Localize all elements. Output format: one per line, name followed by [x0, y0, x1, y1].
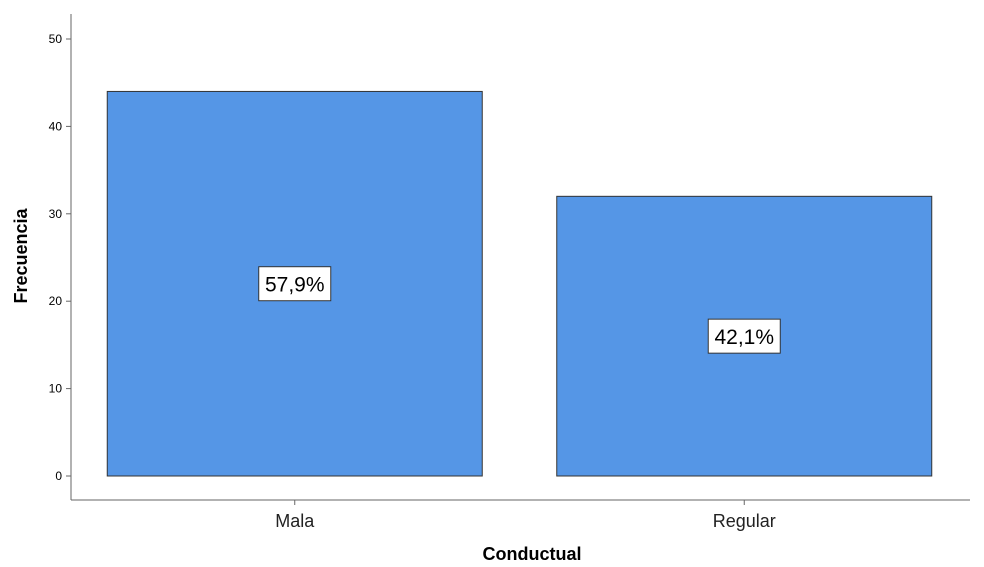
bars-group	[106, 90, 933, 477]
y-tick-label: 40	[49, 119, 63, 133]
y-axis-title: Frecuencia	[11, 207, 31, 303]
x-tick-label-regular: Regular	[713, 511, 776, 531]
y-ticks-group: 0 10 20 30 40 50	[49, 32, 71, 483]
data-label-box	[258, 266, 332, 302]
y-tick-label: 0	[55, 469, 62, 483]
x-axis-title: Conductual	[483, 544, 582, 564]
x-ticks-group: Mala Regular	[275, 500, 776, 531]
data-label-regular: 42,1%	[707, 318, 781, 354]
y-tick-label: 20	[49, 294, 63, 308]
data-label-mala: 57,9%	[258, 266, 332, 302]
y-tick-label: 30	[49, 207, 63, 221]
data-label-text: 42,1%	[714, 326, 774, 349]
y-tick-label: 50	[49, 32, 63, 46]
data-label-box	[707, 318, 781, 354]
data-labels-group: 57,9% 42,1%	[258, 266, 781, 354]
y-tick-label: 10	[49, 382, 63, 396]
x-tick-label-mala: Mala	[275, 511, 315, 531]
data-label-text: 57,9%	[265, 274, 325, 297]
